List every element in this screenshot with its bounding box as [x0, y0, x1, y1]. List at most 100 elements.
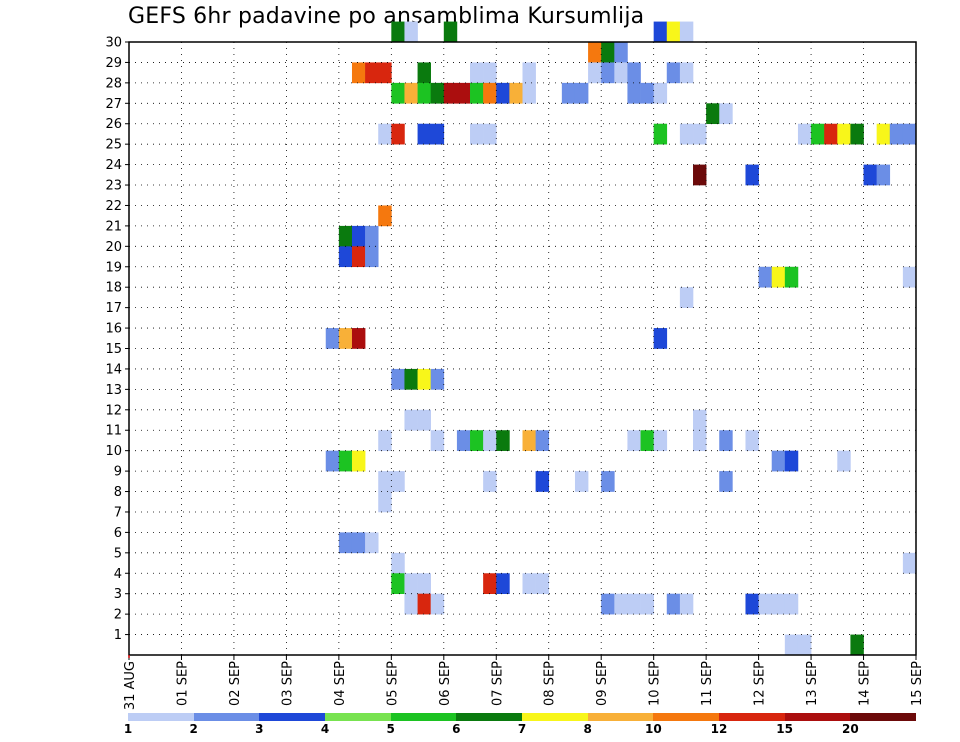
x-tick-label: 01 SEP [175, 661, 190, 706]
heatmap-cell [588, 62, 602, 84]
y-tick-label: 21 [105, 219, 122, 234]
heatmap-cell [745, 164, 759, 186]
heatmap-cell [627, 62, 641, 84]
legend-tick-label: 5 [386, 722, 395, 736]
y-tick-label: 6 [114, 526, 122, 541]
heatmap-cell [391, 552, 405, 574]
heatmap-cell [863, 164, 877, 186]
legend-swatch [456, 713, 523, 721]
chart-title: GEFS 6hr padavine po ansamblima Kursumli… [128, 4, 645, 29]
heatmap-cell [378, 205, 392, 227]
legend-tick-label: 6 [452, 722, 461, 736]
y-tick-label: 11 [105, 424, 122, 439]
y-tick-label: 26 [105, 117, 122, 132]
heatmap-cell [693, 164, 707, 186]
data-cells [325, 21, 917, 656]
y-tick-label: 28 [105, 76, 122, 91]
color-legend [128, 713, 917, 721]
heatmap-cell [837, 450, 851, 472]
legend-swatch [587, 713, 654, 721]
heatmap-cell [614, 62, 628, 84]
legend-tick-label: 2 [189, 722, 198, 736]
x-tick-label: 07 SEP [490, 661, 505, 706]
heatmap-cell [456, 82, 471, 104]
heatmap-cell [640, 593, 654, 615]
heatmap-cell [404, 573, 418, 594]
heatmap-cell [378, 62, 392, 84]
heatmap-cell [365, 532, 379, 554]
heatmap-cell [666, 62, 681, 84]
heatmap-cell [351, 328, 366, 349]
heatmap-cell [601, 471, 615, 492]
legend-tick-label: 3 [255, 722, 264, 736]
legend-tick-label: 4 [320, 722, 330, 736]
y-tick-label: 5 [114, 546, 122, 561]
heatmap-cell [404, 593, 418, 615]
heatmap-cell [522, 82, 536, 104]
heatmap-cell [483, 573, 497, 594]
legend-swatch [850, 713, 917, 721]
heatmap-cell [784, 450, 799, 472]
x-tick-label: 13 SEP [805, 661, 820, 706]
y-tick-label: 1 [114, 628, 122, 643]
heatmap-cell [338, 328, 353, 349]
heatmap-cell [391, 21, 405, 43]
y-tick-label: 13 [105, 383, 122, 398]
heatmap-cell [693, 123, 707, 145]
heatmap-cell [338, 532, 353, 554]
heatmap-cell [391, 368, 405, 390]
heatmap-cell [653, 328, 668, 349]
heatmap-cell [391, 123, 405, 145]
heatmap-cell [470, 62, 484, 84]
y-axis: 1234567891011121314151617181920212223242… [105, 36, 129, 643]
y-tick-label: 9 [114, 465, 122, 480]
heatmap-cell [601, 593, 615, 615]
heatmap-cell [365, 246, 379, 268]
heatmap-cell [535, 430, 550, 451]
legend-swatch [193, 713, 260, 721]
legend-swatch [390, 713, 457, 721]
heatmap-cell [601, 62, 615, 84]
heatmap-cell [378, 471, 392, 492]
heatmap-cell [417, 593, 431, 615]
heatmap-cell [653, 430, 668, 451]
heatmap-cell [706, 103, 720, 125]
x-tick-label: 31 AUG [123, 661, 138, 710]
heatmap-cell [391, 573, 405, 594]
legend-swatch [784, 713, 851, 721]
y-tick-label: 29 [105, 56, 122, 71]
legend-tick-label: 1 [123, 722, 133, 736]
y-tick-label: 17 [105, 301, 122, 316]
heatmap-cell [391, 82, 405, 104]
heatmap-cell [850, 634, 864, 656]
heatmap-cell [391, 471, 405, 492]
x-tick-label: 05 SEP [385, 661, 400, 706]
legend-tick-label: 8 [583, 722, 592, 736]
heatmap-cell [417, 573, 431, 594]
heatmap-cell [784, 593, 799, 615]
heatmap-cell [561, 82, 576, 104]
x-tick-label: 04 SEP [333, 661, 348, 706]
heatmap-cell [351, 246, 366, 268]
heatmap-cell [745, 430, 759, 451]
heatmap-cell [535, 573, 550, 594]
heatmap-cell [574, 471, 589, 492]
heatmap-cell [351, 532, 366, 554]
heatmap-cell [417, 123, 431, 145]
heatmap-cell [522, 430, 536, 451]
heatmap-cell [522, 62, 536, 84]
y-tick-label: 15 [105, 342, 122, 357]
heatmap-cell [771, 266, 786, 288]
x-tick-label: 11 SEP [700, 661, 715, 706]
legend-tick-label: 7 [517, 722, 527, 736]
heatmap-cell [745, 593, 759, 615]
heatmap-cell [483, 62, 497, 84]
y-tick-label: 19 [105, 260, 122, 275]
heatmap-cell [771, 593, 786, 615]
heatmap-cell [338, 225, 353, 247]
heatmap-cell [811, 123, 825, 145]
heatmap-cell [693, 430, 707, 451]
heatmap-cell [483, 430, 497, 451]
heatmap-cell [338, 246, 353, 268]
heatmap-cell [522, 573, 536, 594]
